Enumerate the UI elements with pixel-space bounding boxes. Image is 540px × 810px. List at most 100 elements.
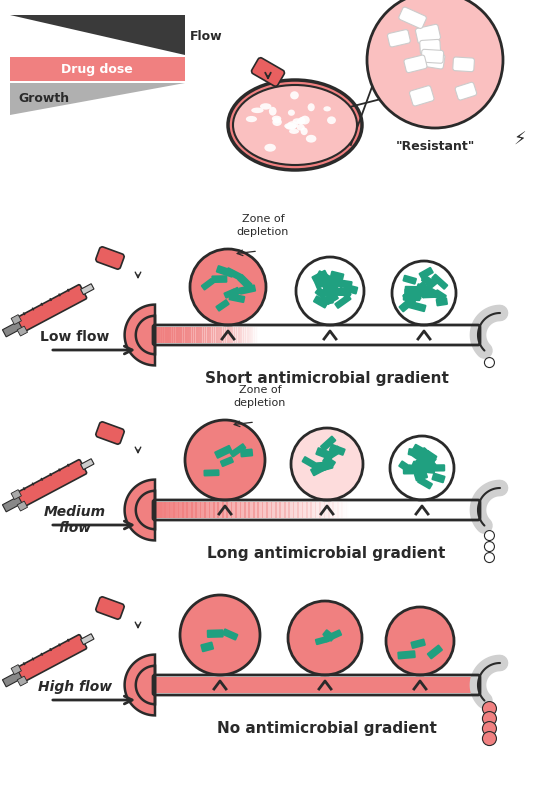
Bar <box>187 327 188 343</box>
Bar <box>267 502 269 518</box>
FancyBboxPatch shape <box>204 469 220 476</box>
Bar <box>336 502 338 518</box>
Bar <box>323 502 325 518</box>
Bar <box>183 327 185 343</box>
Bar <box>205 327 206 343</box>
FancyBboxPatch shape <box>327 277 344 289</box>
FancyBboxPatch shape <box>320 462 333 471</box>
Bar <box>226 502 228 518</box>
Bar <box>188 502 191 518</box>
Bar <box>326 502 327 518</box>
Bar <box>269 502 271 518</box>
Bar <box>155 502 157 518</box>
Bar <box>293 502 295 518</box>
Bar <box>257 502 259 518</box>
FancyBboxPatch shape <box>319 462 333 471</box>
Bar <box>238 327 240 343</box>
FancyBboxPatch shape <box>427 464 446 471</box>
Bar <box>190 327 191 343</box>
Bar <box>202 327 204 343</box>
Bar <box>171 327 172 343</box>
Ellipse shape <box>293 118 302 124</box>
Bar <box>225 327 226 343</box>
Bar <box>67 638 70 642</box>
Bar <box>333 502 335 518</box>
Bar <box>67 463 70 467</box>
FancyBboxPatch shape <box>404 286 422 292</box>
FancyBboxPatch shape <box>207 629 224 638</box>
Bar <box>220 502 221 518</box>
FancyBboxPatch shape <box>416 284 431 294</box>
Bar <box>205 327 206 343</box>
Ellipse shape <box>390 436 454 500</box>
FancyBboxPatch shape <box>224 288 237 299</box>
Bar <box>160 327 161 343</box>
FancyBboxPatch shape <box>399 296 416 313</box>
FancyBboxPatch shape <box>409 86 434 106</box>
Text: Medium
flow: Medium flow <box>44 505 106 535</box>
Bar <box>265 502 267 518</box>
Bar <box>306 502 308 518</box>
FancyBboxPatch shape <box>312 462 325 471</box>
Bar <box>341 502 343 518</box>
Bar <box>238 327 239 343</box>
Bar <box>158 327 159 343</box>
Bar <box>254 327 255 343</box>
Bar <box>185 327 186 343</box>
Bar <box>237 327 238 343</box>
Bar <box>249 502 251 518</box>
Polygon shape <box>10 15 185 55</box>
Bar <box>159 502 161 518</box>
Bar <box>218 327 219 343</box>
FancyBboxPatch shape <box>200 642 214 652</box>
Bar <box>17 326 28 336</box>
FancyBboxPatch shape <box>420 449 437 465</box>
Bar <box>275 502 277 518</box>
Bar <box>160 502 162 518</box>
FancyBboxPatch shape <box>407 291 422 300</box>
FancyBboxPatch shape <box>455 83 477 100</box>
Bar <box>189 327 190 343</box>
Ellipse shape <box>273 117 281 123</box>
Bar <box>173 502 175 518</box>
Bar <box>305 502 307 518</box>
Bar <box>330 502 333 518</box>
Circle shape <box>482 731 496 745</box>
Bar <box>202 327 203 343</box>
Bar <box>227 502 229 518</box>
FancyBboxPatch shape <box>338 287 352 299</box>
FancyBboxPatch shape <box>310 463 327 476</box>
Bar <box>230 327 231 343</box>
FancyBboxPatch shape <box>16 284 86 332</box>
Bar <box>220 327 221 343</box>
Ellipse shape <box>272 118 282 126</box>
Bar <box>349 502 478 518</box>
Bar <box>207 502 208 518</box>
Bar <box>182 327 183 343</box>
Ellipse shape <box>289 129 299 134</box>
Bar <box>195 327 197 343</box>
Bar <box>181 327 183 343</box>
FancyBboxPatch shape <box>397 650 416 659</box>
Bar <box>307 502 309 518</box>
Bar <box>200 327 201 343</box>
Ellipse shape <box>300 116 310 125</box>
Circle shape <box>482 722 496 735</box>
Ellipse shape <box>251 108 264 113</box>
Bar <box>177 502 179 518</box>
Bar <box>250 327 251 343</box>
Text: Zone of
depletion: Zone of depletion <box>234 385 286 408</box>
Bar <box>170 327 171 343</box>
Bar <box>289 502 291 518</box>
FancyBboxPatch shape <box>423 467 435 474</box>
Circle shape <box>484 542 495 552</box>
Bar <box>247 327 248 343</box>
FancyBboxPatch shape <box>228 287 241 298</box>
Text: Long antimicrobial gradient: Long antimicrobial gradient <box>207 546 446 561</box>
Bar <box>11 665 22 675</box>
FancyBboxPatch shape <box>431 472 446 484</box>
Bar <box>10 57 185 81</box>
Bar <box>270 502 272 518</box>
Text: High flow: High flow <box>38 680 112 694</box>
FancyBboxPatch shape <box>316 271 334 284</box>
